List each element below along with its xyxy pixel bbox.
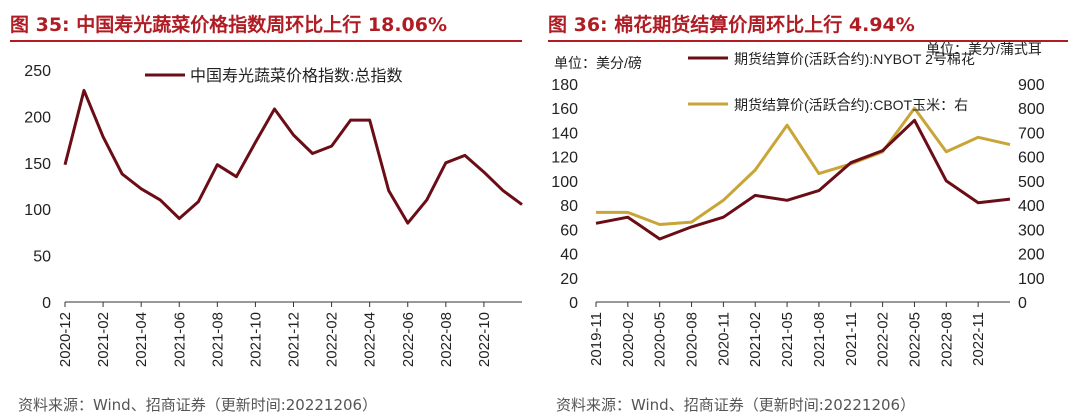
- series-line-vegetable-index: [63, 88, 523, 225]
- x-tick-label: 2021-05: [779, 312, 796, 367]
- x-tick-label: 2021-04: [133, 312, 150, 367]
- x-tick-label: 2021-02: [747, 312, 764, 367]
- left-chart-title: 图 35: 中国寿光蔬菜价格指数周环比上行 18.06%: [10, 14, 448, 36]
- series-line-cbot-corn: [596, 106, 1011, 226]
- x-tick-label: 2020-05: [652, 312, 669, 367]
- y-right-tick-label: 900: [1018, 77, 1045, 94]
- y-left-tick-label: 20: [560, 271, 578, 288]
- left-title-rule: [10, 40, 522, 42]
- left-source-note: 资料来源：Wind、招商证券（更新时间:20221206）: [18, 396, 378, 414]
- x-tick-label: 2022-08: [438, 312, 455, 367]
- x-tick-label: 2021-06: [171, 312, 188, 367]
- y-right-tick-label: 700: [1018, 125, 1045, 142]
- x-tick-label: 2020-12: [57, 312, 74, 367]
- x-tick-label: 2022-02: [324, 312, 341, 367]
- x-tick-label: 2022-04: [362, 312, 379, 367]
- y-right-tick-label: 800: [1018, 101, 1045, 118]
- left-chart-panel: 图 35: 中国寿光蔬菜价格指数周环比上行 18.06% 0 50 100 150 20…: [10, 0, 530, 420]
- y-right-tick-label: 200: [1018, 247, 1045, 264]
- x-tick-label: 2022-06: [400, 312, 417, 367]
- x-tick-label: 2022-02: [875, 312, 892, 367]
- x-tick-label: 2020-11: [715, 312, 732, 366]
- y-left-tick-label: 0: [569, 295, 578, 312]
- legend-label-nybot-cotton: 期货结算价(活跃合约):NYBOT 2号棉花: [734, 51, 975, 67]
- x-tick-label: 2021-10: [247, 312, 264, 367]
- x-tick-label: 2020-02: [620, 312, 637, 367]
- y-left-tick-label: 60: [560, 222, 578, 239]
- x-tick-label: 2021-08: [209, 312, 226, 367]
- x-tick-label: 2021-02: [95, 312, 112, 367]
- x-tick-label: 2021-08: [811, 312, 828, 367]
- x-tick-label: 2020-08: [684, 312, 701, 367]
- y-tick-label: 250: [24, 63, 51, 80]
- series-line-nybot-cotton: [595, 118, 1011, 241]
- x-tick-label: 2022-05: [906, 312, 923, 367]
- legend-label-vegetable-index: 中国寿光蔬菜价格指数:总指数: [190, 67, 402, 85]
- right-title-rule: [548, 40, 1068, 42]
- x-tick-label: 2019-11: [588, 312, 605, 366]
- right-chart-panel: 图 36: 棉花期货结算价周环比上行 4.94% 0 20 40 60 80 100 120…: [548, 0, 1074, 420]
- x-tick-label: 2021-11: [843, 312, 860, 366]
- y-left-tick-label: 120: [551, 150, 578, 167]
- y-tick-label: 0: [42, 295, 51, 312]
- y-tick-label: 200: [24, 109, 51, 126]
- y-right-tick-label: 300: [1018, 222, 1045, 239]
- y-left-tick-label: 160: [551, 101, 578, 118]
- right-chart-title: 图 36: 棉花期货结算价周环比上行 4.94%: [548, 14, 915, 36]
- y-right-tick-label: 0: [1018, 295, 1027, 312]
- x-tick-label: 2022-08: [938, 312, 955, 367]
- y-tick-label: 150: [24, 156, 51, 173]
- y-right-tick-label: 600: [1018, 150, 1045, 167]
- y-left-tick-label: 100: [551, 174, 578, 191]
- y-tick-label: 100: [24, 202, 51, 219]
- legend-label-cbot-corn: 期货结算价(活跃合约):CBOT玉米：右: [734, 97, 968, 113]
- x-tick-label: 2022-11: [970, 312, 987, 366]
- y-right-tick-label: 100: [1018, 271, 1045, 288]
- y-left-tick-label: 80: [560, 198, 578, 215]
- right-chart: 0 20 40 60 80 100 120 140 160 180 0 100 200 300 400 500…: [551, 41, 1045, 367]
- y-right-unit-label: 单位：美分/蒲式耳: [926, 41, 1042, 57]
- y-right-tick-label: 400: [1018, 198, 1045, 215]
- right-source-note: 资料来源：Wind、招商证券（更新时间:20221206）: [556, 396, 916, 414]
- y-left-tick-label: 40: [560, 247, 578, 264]
- y-left-unit-label: 单位：美分/磅: [554, 55, 642, 71]
- x-tick-label: 2022-10: [476, 312, 493, 367]
- y-tick-label: 50: [33, 249, 51, 266]
- y-right-tick-label: 500: [1018, 174, 1045, 191]
- y-left-tick-label: 180: [551, 77, 578, 94]
- y-left-tick-label: 140: [551, 125, 578, 142]
- left-chart: 0 50 100 150 200 250 2020-12 2021-02 2021-04 2021…: [24, 63, 523, 367]
- x-tick-label: 2021-12: [286, 312, 303, 367]
